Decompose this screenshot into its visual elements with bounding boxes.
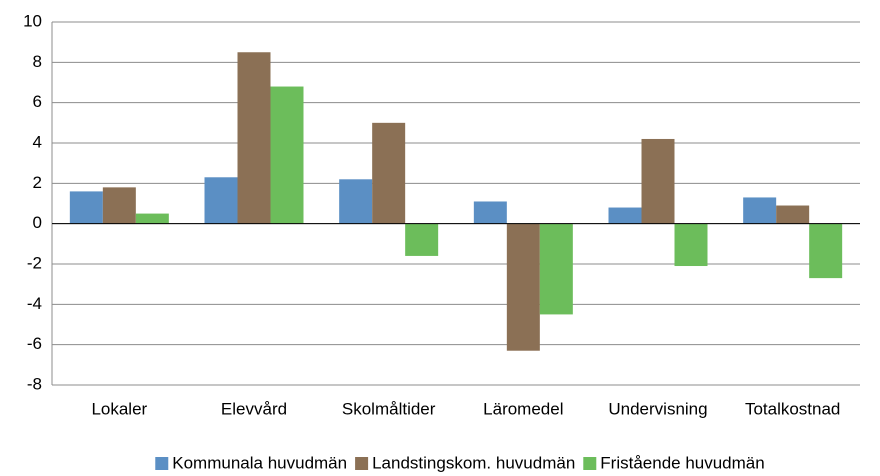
- bar: [270, 86, 304, 224]
- x-tick-label: Undervisning: [608, 399, 707, 418]
- bar: [506, 223, 540, 351]
- y-tick-label: 6: [33, 92, 42, 111]
- bar: [776, 205, 810, 224]
- bar: [339, 179, 373, 224]
- y-tick-label: 0: [33, 213, 42, 232]
- bar: [204, 177, 238, 224]
- x-tick-label: Skolmåltider: [342, 399, 436, 418]
- bar: [809, 223, 843, 279]
- y-tick-label: -6: [27, 334, 42, 353]
- x-tick-label: Läromedel: [483, 399, 563, 418]
- legend-label: Fristående huvudmän: [600, 453, 764, 472]
- bar: [743, 197, 777, 224]
- y-tick-label: 4: [33, 132, 42, 151]
- y-tick-label: -2: [27, 253, 42, 272]
- bar: [237, 52, 271, 224]
- y-tick-label: 10: [23, 11, 42, 30]
- x-tick-label: Lokaler: [91, 399, 147, 418]
- legend-swatch: [355, 457, 369, 470]
- bar: [674, 223, 708, 267]
- bar: [69, 191, 103, 224]
- bar: [641, 138, 675, 224]
- y-tick-label: 2: [33, 173, 42, 192]
- y-tick-label: 8: [33, 52, 42, 71]
- x-tick-label: Totalkostnad: [745, 399, 840, 418]
- bar: [608, 207, 642, 224]
- legend-swatch: [583, 457, 597, 470]
- y-tick-label: -4: [27, 294, 42, 313]
- y-tick-label: -8: [27, 374, 42, 393]
- bar: [473, 201, 507, 224]
- bar: [135, 213, 169, 224]
- legend-label: Kommunala huvudmän: [172, 453, 347, 472]
- bar: [102, 187, 136, 224]
- bar: [405, 223, 439, 256]
- bar: [539, 223, 573, 315]
- legend-label: Landstingskom. huvudmän: [372, 453, 575, 472]
- bar: [372, 122, 406, 224]
- x-tick-label: Elevvård: [221, 399, 287, 418]
- legend-swatch: [155, 457, 169, 470]
